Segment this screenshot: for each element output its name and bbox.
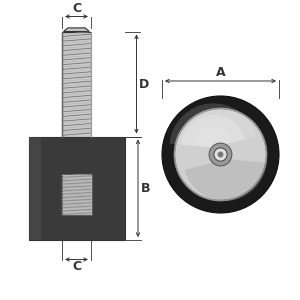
Circle shape: [214, 148, 227, 161]
Polygon shape: [62, 32, 91, 136]
Text: C: C: [72, 2, 81, 16]
Polygon shape: [64, 28, 89, 31]
Text: B: B: [141, 182, 150, 195]
Text: C: C: [72, 260, 81, 274]
Text: A: A: [216, 65, 225, 79]
Polygon shape: [61, 174, 92, 214]
Wedge shape: [169, 103, 256, 148]
Polygon shape: [28, 136, 40, 240]
Circle shape: [174, 108, 267, 201]
Wedge shape: [185, 159, 267, 201]
Circle shape: [218, 152, 224, 158]
Circle shape: [209, 143, 232, 166]
Circle shape: [162, 96, 279, 213]
Wedge shape: [181, 115, 245, 148]
Polygon shape: [28, 136, 124, 240]
Text: D: D: [139, 77, 149, 91]
Wedge shape: [193, 127, 234, 148]
